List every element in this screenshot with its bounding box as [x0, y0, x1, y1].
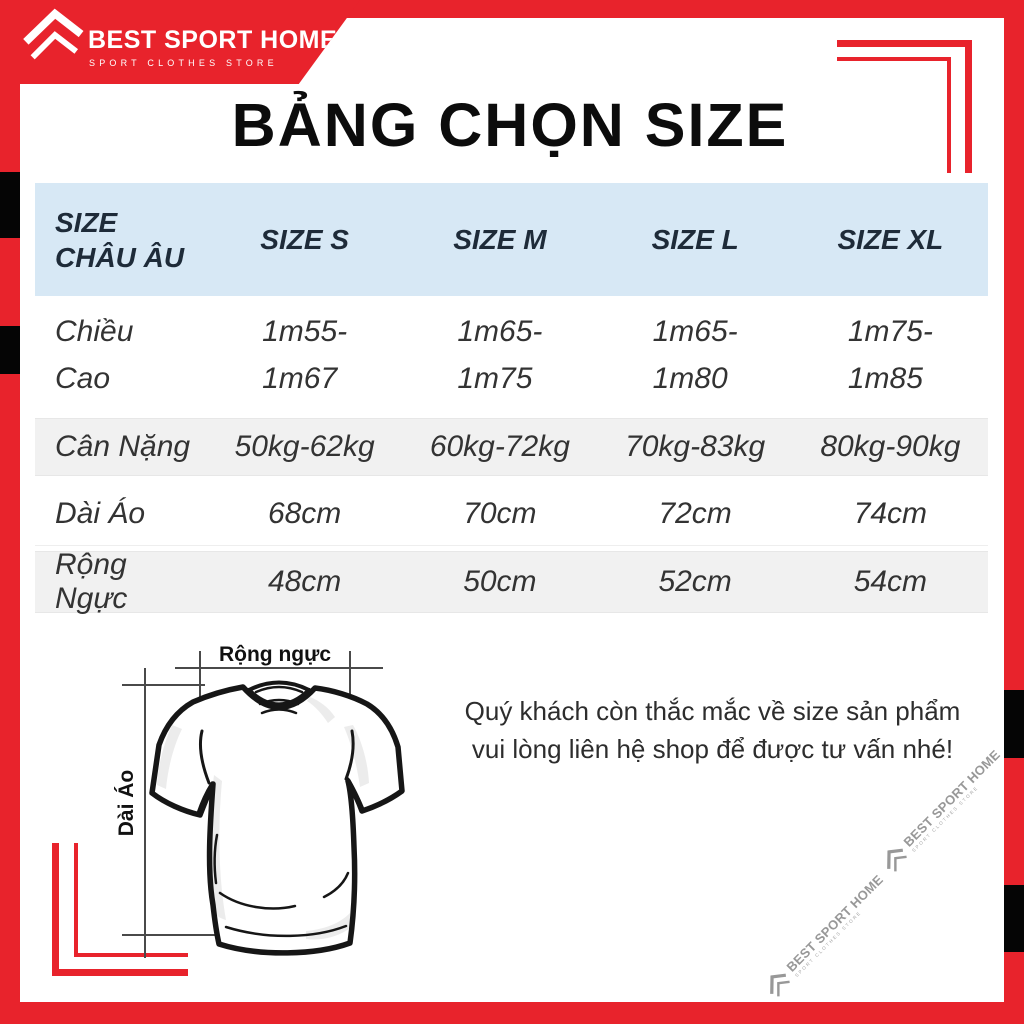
corner-bracket-top-right	[837, 57, 951, 173]
table-row-weight: Cân Nặng 50kg-62kg 60kg-72kg 70kg-83kg 8…	[35, 418, 988, 476]
row-label: Rộng Ngực	[55, 548, 128, 615]
table-cell: 1m65- 1m80	[652, 315, 738, 395]
row-label: Cân Nặng	[55, 430, 191, 463]
frame-right-bar	[1004, 0, 1024, 1024]
table-cell: 50kg-62kg	[234, 430, 375, 463]
brand-watermark: BEST SPORT HOME SPORT CLOTHES STORE	[761, 871, 891, 1001]
table-cell: 1m75- 1m85	[847, 315, 933, 395]
tshirt-outline-stroke	[149, 684, 405, 956]
table-cell: 50cm	[463, 565, 537, 598]
table-cell: 68cm	[267, 496, 342, 530]
header-euro-size: SIZE CHÂU ÂU	[55, 206, 185, 273]
shirt-length-label: Dài Áo	[115, 770, 138, 837]
corner-bracket-bottom-left	[52, 843, 188, 976]
table-cell: 1m65- 1m75	[457, 315, 543, 395]
brand-banner: BEST SPORT HOME SPORT CLOTHES STORE	[0, 0, 360, 84]
table-row-chest-width: Rộng Ngực 48cm 50cm 52cm 54cm	[35, 548, 988, 615]
header-size-l: SIZE L	[651, 224, 739, 255]
brand-watermark: BEST SPORT HOME SPORT CLOTHES STORE	[878, 746, 1008, 876]
table-cell: 48cm	[267, 565, 342, 598]
watermark-chevron-icon	[770, 973, 790, 997]
frame-bottom-bar	[0, 1002, 1024, 1024]
corner-bracket-bottom-left	[74, 843, 188, 957]
watermark-chevron-icon	[887, 848, 907, 872]
size-advice-note: Quý khách còn thắc mắc về size sản phẩm …	[464, 696, 961, 764]
row-label: Dài Áo	[55, 496, 146, 530]
chest-width-label: Rộng ngực	[219, 643, 331, 666]
tshirt-details	[196, 680, 365, 938]
table-cell: 52cm	[658, 565, 732, 598]
table-row-shirt-length: Dài Áo 68cm 70cm 72cm 74cm	[35, 482, 988, 546]
brand-name: BEST SPORT HOME	[88, 26, 338, 54]
frame-black-segment	[1004, 690, 1024, 758]
table-cell: 60kg-72kg	[429, 430, 570, 463]
table-cell: 72cm	[658, 496, 732, 530]
corner-bracket-top-right	[837, 40, 972, 173]
row-label: Chiều Cao	[55, 315, 134, 395]
tshirt-measurement-diagram: Rộng ngực Dài Áo	[115, 643, 405, 958]
watermark-name: BEST SPORT HOME	[783, 871, 887, 975]
size-table: SIZE CHÂU ÂU SIZE S SIZE M SIZE L SIZE X…	[35, 183, 988, 615]
watermark-tagline: SPORT CLOTHES STORE	[911, 784, 980, 854]
watermark-tagline: SPORT CLOTHES STORE	[794, 909, 863, 979]
frame-black-segment	[0, 172, 20, 238]
table-cell: 70cm	[463, 496, 537, 530]
frame-black-segment	[1004, 885, 1024, 952]
table-cell: 54cm	[853, 565, 928, 598]
header-size-m: SIZE M	[453, 224, 547, 255]
header-size-xl: SIZE XL	[837, 224, 944, 255]
table-cell: 80kg-90kg	[820, 430, 961, 463]
tshirt-outline	[152, 687, 402, 953]
table-cell: 1m55- 1m67	[262, 315, 348, 395]
table-cell: 74cm	[853, 496, 928, 530]
table-cell: 70kg-83kg	[625, 430, 766, 463]
frame-black-segment	[0, 326, 20, 374]
size-table-header-row: SIZE CHÂU ÂU SIZE S SIZE M SIZE L SIZE X…	[35, 183, 988, 296]
frame-left-bar	[0, 0, 20, 1024]
header-size-s: SIZE S	[260, 224, 349, 255]
brand-tagline: SPORT CLOTHES STORE	[89, 58, 278, 68]
page-title: BẢNG CHỌN SIZE	[231, 91, 789, 159]
brand-chevron-icon	[23, 8, 84, 60]
table-row-height: Chiều Cao 1m55- 1m67 1m65- 1m75 1m65- 1m…	[35, 296, 988, 414]
